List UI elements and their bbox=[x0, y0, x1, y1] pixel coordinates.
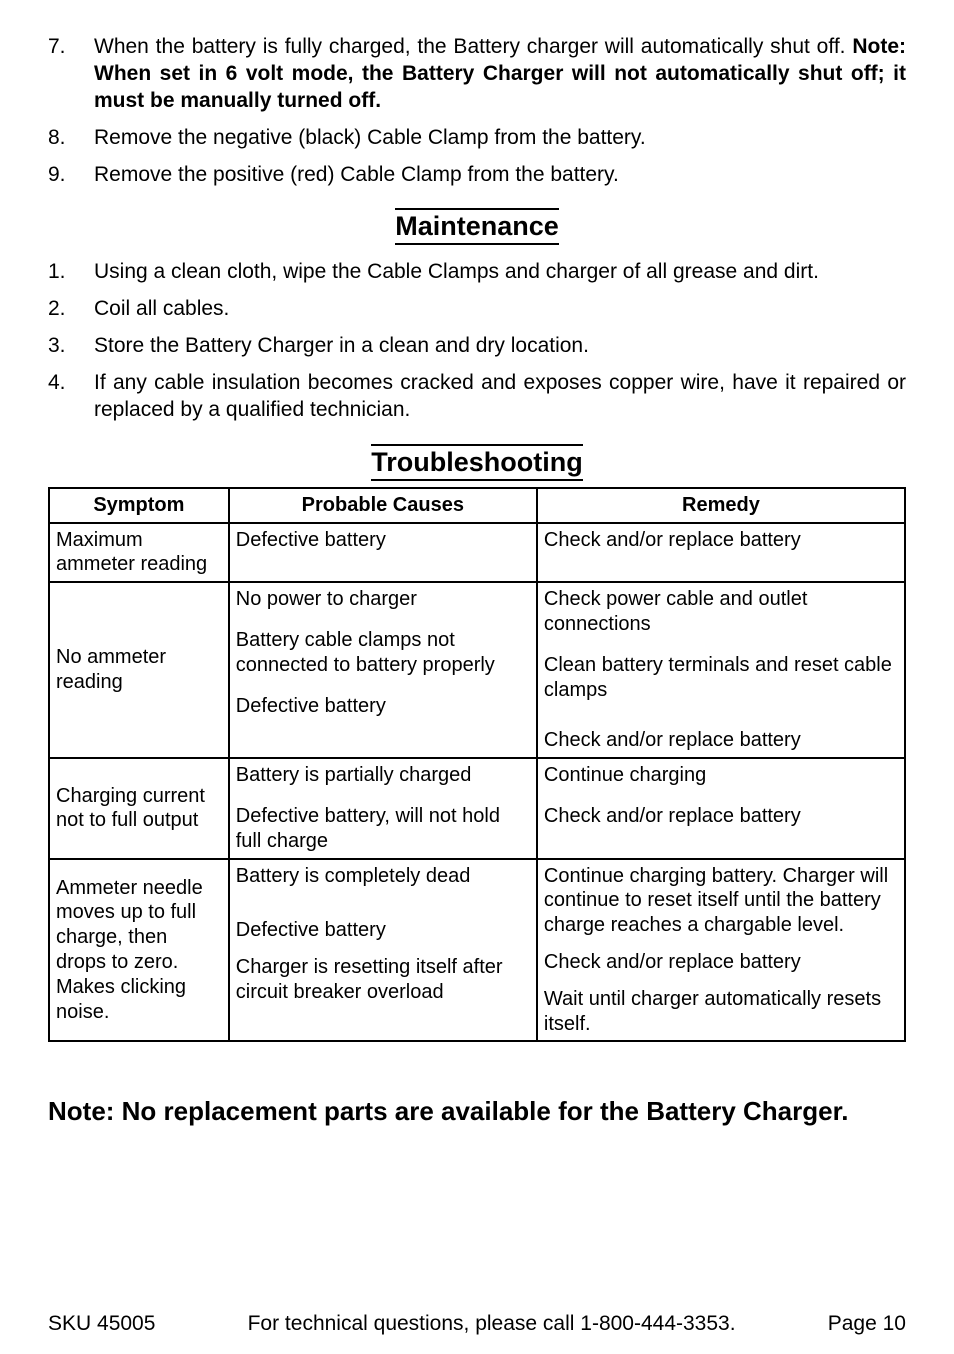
list-text: When the battery is fully charged, the B… bbox=[94, 34, 906, 115]
cell-symptom: Maximum ammeter reading bbox=[49, 523, 229, 583]
list-num: 4. bbox=[48, 370, 94, 424]
maintenance-title: Maintenance bbox=[395, 208, 559, 245]
list-text: Coil all cables. bbox=[94, 296, 906, 323]
cell-causes: Battery is partially charged Defective b… bbox=[229, 758, 537, 858]
list-num: 8. bbox=[48, 125, 94, 152]
cause-a: No power to charger bbox=[236, 587, 530, 612]
list-num: 9. bbox=[48, 162, 94, 189]
list-item: 2. Coil all cables. bbox=[48, 296, 906, 323]
th-remedy: Remedy bbox=[537, 488, 905, 523]
remedy-a: Continue charging battery. Charger will … bbox=[544, 864, 898, 938]
remedy-c: Wait until charger automatically resets … bbox=[544, 987, 898, 1037]
remedy-b: Check and/or replace battery bbox=[544, 950, 898, 975]
table-row: Maximum ammeter reading Defective batter… bbox=[49, 523, 905, 583]
list-num: 2. bbox=[48, 296, 94, 323]
list-text: If any cable insulation becomes cracked … bbox=[94, 370, 906, 424]
list-text: Remove the negative (black) Cable Clamp … bbox=[94, 125, 906, 152]
cause-a: Battery is partially charged bbox=[236, 763, 530, 788]
maintenance-title-wrap: Maintenance bbox=[48, 208, 906, 245]
table-row: No ammeter reading No power to charger B… bbox=[49, 582, 905, 758]
cell-symptom: No ammeter reading bbox=[49, 582, 229, 758]
cause-b: Defective battery bbox=[236, 918, 530, 943]
remedy-b: Clean battery terminals and reset cable … bbox=[544, 653, 898, 703]
cell-remedies: Continue charging Check and/or replace b… bbox=[537, 758, 905, 858]
table-row: Ammeter needle moves up to full charge, … bbox=[49, 859, 905, 1042]
cause-b: Defective battery, will not hold full ch… bbox=[236, 804, 530, 854]
remedy-b: Check and/or replace battery bbox=[544, 804, 898, 829]
page: 7. When the battery is fully charged, th… bbox=[0, 0, 954, 1354]
cell-remedy: Check and/or replace battery bbox=[537, 523, 905, 583]
cause-b: Battery cable clamps not connected to ba… bbox=[236, 628, 530, 678]
troubleshooting-title-wrap: Troubleshooting bbox=[48, 444, 906, 481]
list-text: Using a clean cloth, wipe the Cable Clam… bbox=[94, 259, 906, 286]
footer-sku: SKU 45005 bbox=[48, 1312, 155, 1336]
th-symptom: Symptom bbox=[49, 488, 229, 523]
list-num: 1. bbox=[48, 259, 94, 286]
replacement-note: Note: No replacement parts are available… bbox=[48, 1096, 906, 1127]
cell-causes: Battery is completely dead Defective bat… bbox=[229, 859, 537, 1042]
cell-remedies: Check power cable and outlet connections… bbox=[537, 582, 905, 758]
cause-c: Defective battery bbox=[236, 694, 530, 719]
cause-c: Charger is resetting itself after circui… bbox=[236, 955, 530, 1005]
list-text: Store the Battery Charger in a clean and… bbox=[94, 333, 906, 360]
list-item: 3. Store the Battery Charger in a clean … bbox=[48, 333, 906, 360]
top-continuation-list: 7. When the battery is fully charged, th… bbox=[48, 34, 906, 188]
list-item: 7. When the battery is fully charged, th… bbox=[48, 34, 906, 115]
remedy-a: Check power cable and outlet connections bbox=[544, 587, 898, 637]
maintenance-list: 1. Using a clean cloth, wipe the Cable C… bbox=[48, 259, 906, 423]
cell-symptom: Ammeter needle moves up to full charge, … bbox=[49, 859, 229, 1042]
list-text: Remove the positive (red) Cable Clamp fr… bbox=[94, 162, 906, 189]
cell-causes: No power to charger Battery cable clamps… bbox=[229, 582, 537, 758]
footer: SKU 45005 For technical questions, pleas… bbox=[48, 1312, 906, 1336]
th-causes: Probable Causes bbox=[229, 488, 537, 523]
list-item: 1. Using a clean cloth, wipe the Cable C… bbox=[48, 259, 906, 286]
table-row: Charging current not to full output Batt… bbox=[49, 758, 905, 858]
remedy-c: Check and/or replace battery bbox=[544, 728, 898, 753]
list-num: 3. bbox=[48, 333, 94, 360]
troubleshooting-table: Symptom Probable Causes Remedy Maximum a… bbox=[48, 487, 906, 1043]
remedy-a: Continue charging bbox=[544, 763, 898, 788]
text-before: When the battery is fully charged, the B… bbox=[94, 35, 852, 58]
cell-symptom: Charging current not to full output bbox=[49, 758, 229, 858]
list-item: 8. Remove the negative (black) Cable Cla… bbox=[48, 125, 906, 152]
cell-remedies: Continue charging battery. Charger will … bbox=[537, 859, 905, 1042]
list-item: 9. Remove the positive (red) Cable Clamp… bbox=[48, 162, 906, 189]
footer-page: Page 10 bbox=[828, 1312, 906, 1336]
troubleshooting-title: Troubleshooting bbox=[371, 444, 582, 481]
footer-phone: For technical questions, please call 1-8… bbox=[155, 1312, 827, 1336]
cell-cause: Defective battery bbox=[229, 523, 537, 583]
cause-a: Battery is completely dead bbox=[236, 864, 530, 889]
list-num: 7. bbox=[48, 34, 94, 115]
list-item: 4. If any cable insulation becomes crack… bbox=[48, 370, 906, 424]
table-header-row: Symptom Probable Causes Remedy bbox=[49, 488, 905, 523]
